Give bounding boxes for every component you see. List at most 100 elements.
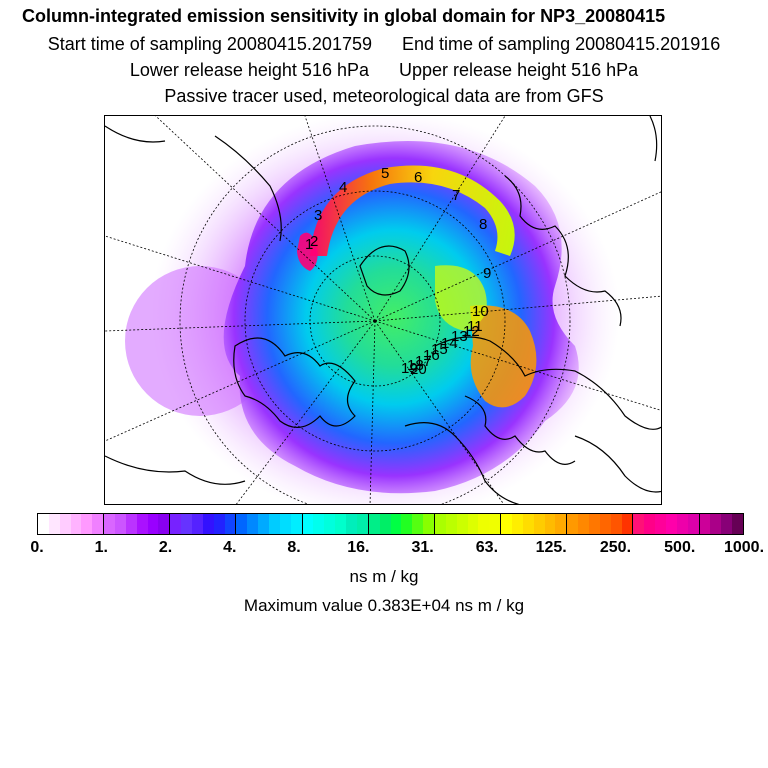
colorbar-swatch bbox=[567, 514, 579, 534]
meridian bbox=[155, 116, 376, 322]
upper-release-label: Upper release height 516 hPa bbox=[399, 60, 639, 80]
colorbar-swatch bbox=[379, 514, 391, 534]
trajectory-label: 16 bbox=[423, 347, 440, 364]
colorbar-tick-label: 0. bbox=[30, 539, 44, 556]
trajectory-label: 19 bbox=[401, 360, 418, 377]
colorbar-swatch bbox=[236, 514, 248, 534]
colorbar-tick-label: 2. bbox=[158, 539, 173, 556]
colorbar-swatch bbox=[555, 514, 568, 534]
colorbar-swatch bbox=[423, 514, 435, 534]
colorbar-swatch bbox=[170, 514, 182, 534]
colorbar-swatch bbox=[599, 514, 611, 534]
colorbar-swatch bbox=[115, 514, 126, 534]
colorbar-swatch bbox=[368, 514, 380, 534]
colorbar-swatch bbox=[501, 514, 512, 534]
colorbar-swatch bbox=[38, 514, 49, 534]
trajectory-label: 17 bbox=[415, 353, 432, 370]
coastline-europe bbox=[464, 395, 576, 465]
colorbar-swatch bbox=[335, 514, 347, 534]
meridian bbox=[374, 320, 505, 504]
colorbar-tick-label: 125. bbox=[535, 539, 567, 556]
colorbar-swatch bbox=[390, 514, 402, 534]
meridian bbox=[369, 320, 376, 504]
colorbar-swatch bbox=[732, 514, 743, 534]
colorbar-swatch bbox=[92, 514, 105, 534]
colorbar-tick-label: 500. bbox=[664, 539, 696, 556]
colorbar-tick-label: 16. bbox=[347, 539, 370, 556]
colorbar-swatch bbox=[258, 514, 270, 534]
trajectory-label: 18 bbox=[407, 357, 424, 374]
colorbar-swatch bbox=[467, 514, 479, 534]
colorbar-swatch bbox=[125, 514, 137, 534]
colorbar-swatch bbox=[313, 514, 325, 534]
latitude-circle bbox=[179, 125, 571, 504]
meridian bbox=[236, 320, 376, 504]
high-sensitivity-band bbox=[310, 165, 515, 256]
trajectory-label: 13 bbox=[451, 328, 468, 345]
units-label: ns m / kg bbox=[349, 567, 419, 586]
trajectory-label: 8 bbox=[479, 216, 487, 233]
colorbar-swatch bbox=[213, 514, 225, 534]
colorbar-tick-label: 1. bbox=[94, 539, 108, 556]
coastline-north-pacific bbox=[105, 125, 282, 242]
coastline-greenland bbox=[359, 245, 410, 296]
colorbar bbox=[37, 513, 744, 535]
colorbar-swatch bbox=[533, 514, 545, 534]
coastline-eurasia bbox=[404, 336, 661, 504]
trajectory-label: 9 bbox=[483, 265, 491, 282]
trajectory-label: 10 bbox=[472, 303, 489, 320]
colorbar-swatch bbox=[655, 514, 666, 534]
coastlines bbox=[105, 116, 661, 504]
western-peak bbox=[297, 232, 318, 271]
colorbar-swatch bbox=[544, 514, 556, 534]
colorbar-tick-label: 8. bbox=[287, 539, 301, 556]
colorbar-swatch bbox=[247, 514, 259, 534]
colorbar-swatch bbox=[710, 514, 722, 534]
colorbar-swatch bbox=[478, 514, 490, 534]
coastline-arabia bbox=[105, 435, 661, 493]
colorbar-swatch bbox=[324, 514, 336, 534]
trajectory-label: 1 bbox=[305, 236, 313, 253]
colorbar-swatch bbox=[644, 514, 656, 534]
colorbar-swatch bbox=[181, 514, 193, 534]
colorbar-swatch bbox=[621, 514, 634, 534]
colorbar-tick-label: 1000. bbox=[723, 539, 765, 556]
colorbar-swatch bbox=[302, 514, 314, 534]
colorbar-swatch bbox=[48, 514, 60, 534]
colorbar-swatch bbox=[633, 514, 645, 534]
colorbar-tick-label: 250. bbox=[599, 539, 632, 556]
maximum-value-label: Maximum value 0.383E+04 ns m / kg bbox=[243, 596, 525, 615]
colorbar-swatch bbox=[456, 514, 468, 534]
colorbar-swatch bbox=[489, 514, 502, 534]
colorbar-swatch bbox=[610, 514, 622, 534]
colorbar-swatch bbox=[412, 514, 424, 534]
meridian bbox=[374, 191, 661, 322]
meridian bbox=[105, 320, 376, 332]
trajectory-label: 20 bbox=[410, 361, 427, 378]
colorbar-swatch bbox=[192, 514, 203, 534]
coastline-north-america bbox=[233, 337, 356, 428]
latitude-circle bbox=[309, 255, 441, 387]
colorbar-tick-labels: 0. 1. 2. 4. 8. 16. 31. 63. 125. 250. 500. 1000. bbox=[0, 539, 768, 559]
colorbar-swatch bbox=[346, 514, 357, 534]
meridian bbox=[105, 320, 376, 442]
colorbar-swatch bbox=[699, 514, 711, 534]
tracer-note: Passive tracer used, meteorological data… bbox=[164, 86, 604, 106]
meridian bbox=[304, 116, 376, 322]
trajectory-label: 11 bbox=[467, 318, 483, 335]
lower-release-label: Lower release height 516 hPa bbox=[129, 60, 369, 80]
colorbar-swatch bbox=[434, 514, 446, 534]
colorbar-tick-label: 4. bbox=[223, 539, 237, 556]
coastline-asia-east bbox=[504, 175, 622, 327]
trajectory-label: 5 bbox=[381, 165, 389, 182]
start-time-label: Start time of sampling 20080415.201759 bbox=[47, 34, 372, 54]
meridian bbox=[105, 235, 376, 322]
trajectory-label: 4 bbox=[339, 179, 347, 196]
colorbar-swatch bbox=[104, 514, 116, 534]
sensitivity-field bbox=[223, 141, 579, 494]
colorbar-swatch bbox=[676, 514, 688, 534]
end-time-label: End time of sampling 20080415.201916 bbox=[402, 34, 721, 54]
colorbar-swatch bbox=[578, 514, 589, 534]
release-heights: Lower release height 516 hPa Upper releas… bbox=[0, 60, 768, 81]
